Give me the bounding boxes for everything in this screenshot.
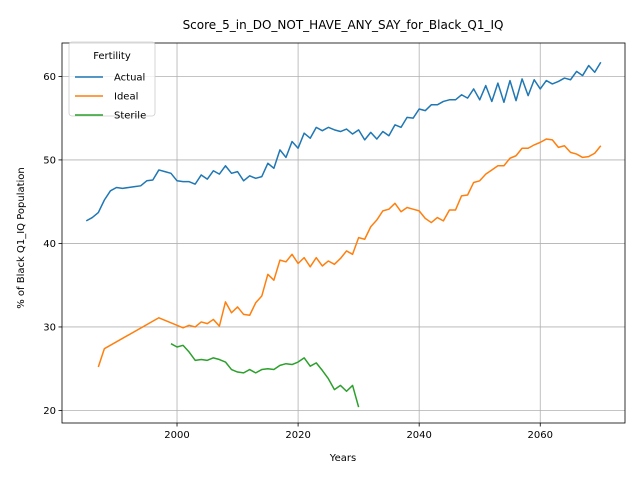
y-axis-label: % of Black Q1_IQ Population [16,167,27,309]
x-tick-label: 2000 [164,430,189,441]
y-tick-label: 50 [43,155,56,166]
y-tick-label: 20 [43,406,56,417]
series-line-ideal [97,138,602,368]
x-axis-label: Years [329,453,356,464]
y-tick-label: 60 [43,72,56,83]
y-tick-label: 30 [43,322,56,333]
grid-lines [62,43,625,423]
legend-label-actual: Actual [114,73,145,84]
axis-ticks: 2000 2020 2040 2060 20 30 40 50 60 [43,72,553,441]
legend-box [68,41,156,117]
legend: Fertility Actual Ideal Sterile [68,41,156,122]
x-tick-label: 2020 [285,430,310,441]
series-line-actual [85,61,602,222]
chart-title: Score_5_in_DO_NOT_HAVE_ANY_SAY_for_Black… [183,18,504,32]
series-lines [85,61,602,408]
legend-label-ideal: Ideal [114,92,138,103]
x-tick-label: 2040 [406,430,431,441]
series-line-sterile [170,343,360,408]
legend-title: Fertility [93,51,131,62]
y-tick-label: 40 [43,239,56,250]
legend-label-sterile: Sterile [114,111,146,122]
plot-frame [61,42,626,424]
x-tick-label: 2060 [528,430,553,441]
